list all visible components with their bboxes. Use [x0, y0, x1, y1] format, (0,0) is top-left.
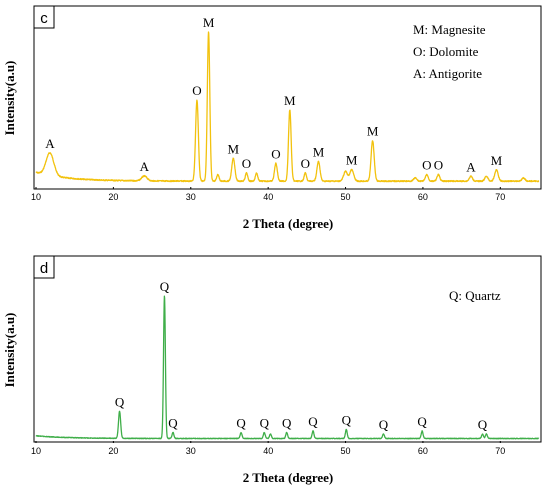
peak-label: M: [313, 145, 325, 160]
peak-label: A: [45, 136, 55, 151]
x-tick-label: 20: [108, 192, 118, 202]
x-axis-label: 2 Theta (degree): [243, 470, 334, 485]
peak-label: O: [271, 146, 280, 161]
peak-label: O: [242, 156, 251, 171]
peak-label: Q: [342, 413, 352, 428]
legend-entry-magnesite: M: Magnesite: [413, 22, 486, 37]
plot-frame: [33, 255, 542, 443]
peak-label: Q: [260, 416, 270, 431]
peak-label: Q: [417, 414, 427, 429]
x-tick-label: 40: [263, 192, 273, 202]
peak-label: Q: [236, 416, 246, 431]
peak-label: M: [228, 141, 240, 156]
peak-label: M: [346, 153, 358, 168]
x-tick-label: 10: [31, 446, 41, 456]
peak-label: O: [434, 158, 443, 173]
legend: Q: Quartz: [449, 288, 501, 303]
peak-label: O: [301, 156, 310, 171]
peak-label: A: [140, 159, 150, 174]
peak-label: M: [491, 153, 503, 168]
x-axis-ticks: 10 20 30 40 50 60 70: [31, 187, 505, 202]
diffraction-pattern: [35, 31, 540, 183]
peak-label: Q: [115, 394, 125, 409]
legend-entry-antigorite: A: Antigorite: [413, 66, 482, 81]
x-tick-label: 10: [31, 192, 41, 202]
y-axis-label: Intensity(a.u): [2, 61, 17, 136]
panel-d: d QQQ Q Q Q Q Q Q Q Q 10 20 30 40 50 60 70 2 Theta (de…: [2, 255, 542, 485]
x-tick-label: 70: [495, 446, 505, 456]
x-tick-label: 50: [340, 192, 350, 202]
x-tick-label: 50: [340, 446, 350, 456]
x-tick-label: 60: [418, 446, 428, 456]
peak-label: A: [466, 159, 476, 174]
legend: M: Magnesite O: Dolomite A: Antigorite: [413, 22, 486, 81]
x-tick-label: 40: [263, 446, 273, 456]
panel-tag-box: [33, 255, 55, 279]
peak-label: M: [203, 15, 215, 30]
peak-label: Q: [282, 416, 292, 431]
x-tick-label: 30: [186, 446, 196, 456]
peak-label: M: [284, 93, 296, 108]
diffraction-pattern: [35, 295, 540, 440]
panel-tag: d: [40, 260, 48, 277]
x-tick-label: 20: [108, 446, 118, 456]
y-axis-label: Intensity(a.u): [2, 313, 17, 388]
panel-tag: c: [40, 10, 48, 27]
peak-label: Q: [308, 414, 318, 429]
peak-label: Q: [168, 416, 178, 431]
peak-label: Q: [478, 417, 488, 432]
panel-tag-box: [33, 5, 55, 29]
x-axis-ticks: 10 20 30 40 50 60 70: [31, 441, 505, 456]
plot-frame: [33, 5, 542, 190]
peak-label: M: [367, 124, 379, 139]
x-tick-label: 60: [418, 192, 428, 202]
peak-label: Q: [160, 279, 170, 294]
peak-label: O: [192, 83, 201, 98]
x-tick-label: 70: [495, 192, 505, 202]
peak-label: O: [422, 158, 431, 173]
x-tick-label: 30: [186, 192, 196, 202]
plot-area: QQQ Q Q Q Q Q Q Q Q: [35, 279, 540, 440]
legend-entry-dolomite: O: Dolomite: [413, 44, 479, 59]
legend-entry-quartz: Q: Quartz: [449, 288, 501, 303]
peak-label: Q: [379, 417, 389, 432]
x-axis-label: 2 Theta (degree): [243, 216, 334, 231]
